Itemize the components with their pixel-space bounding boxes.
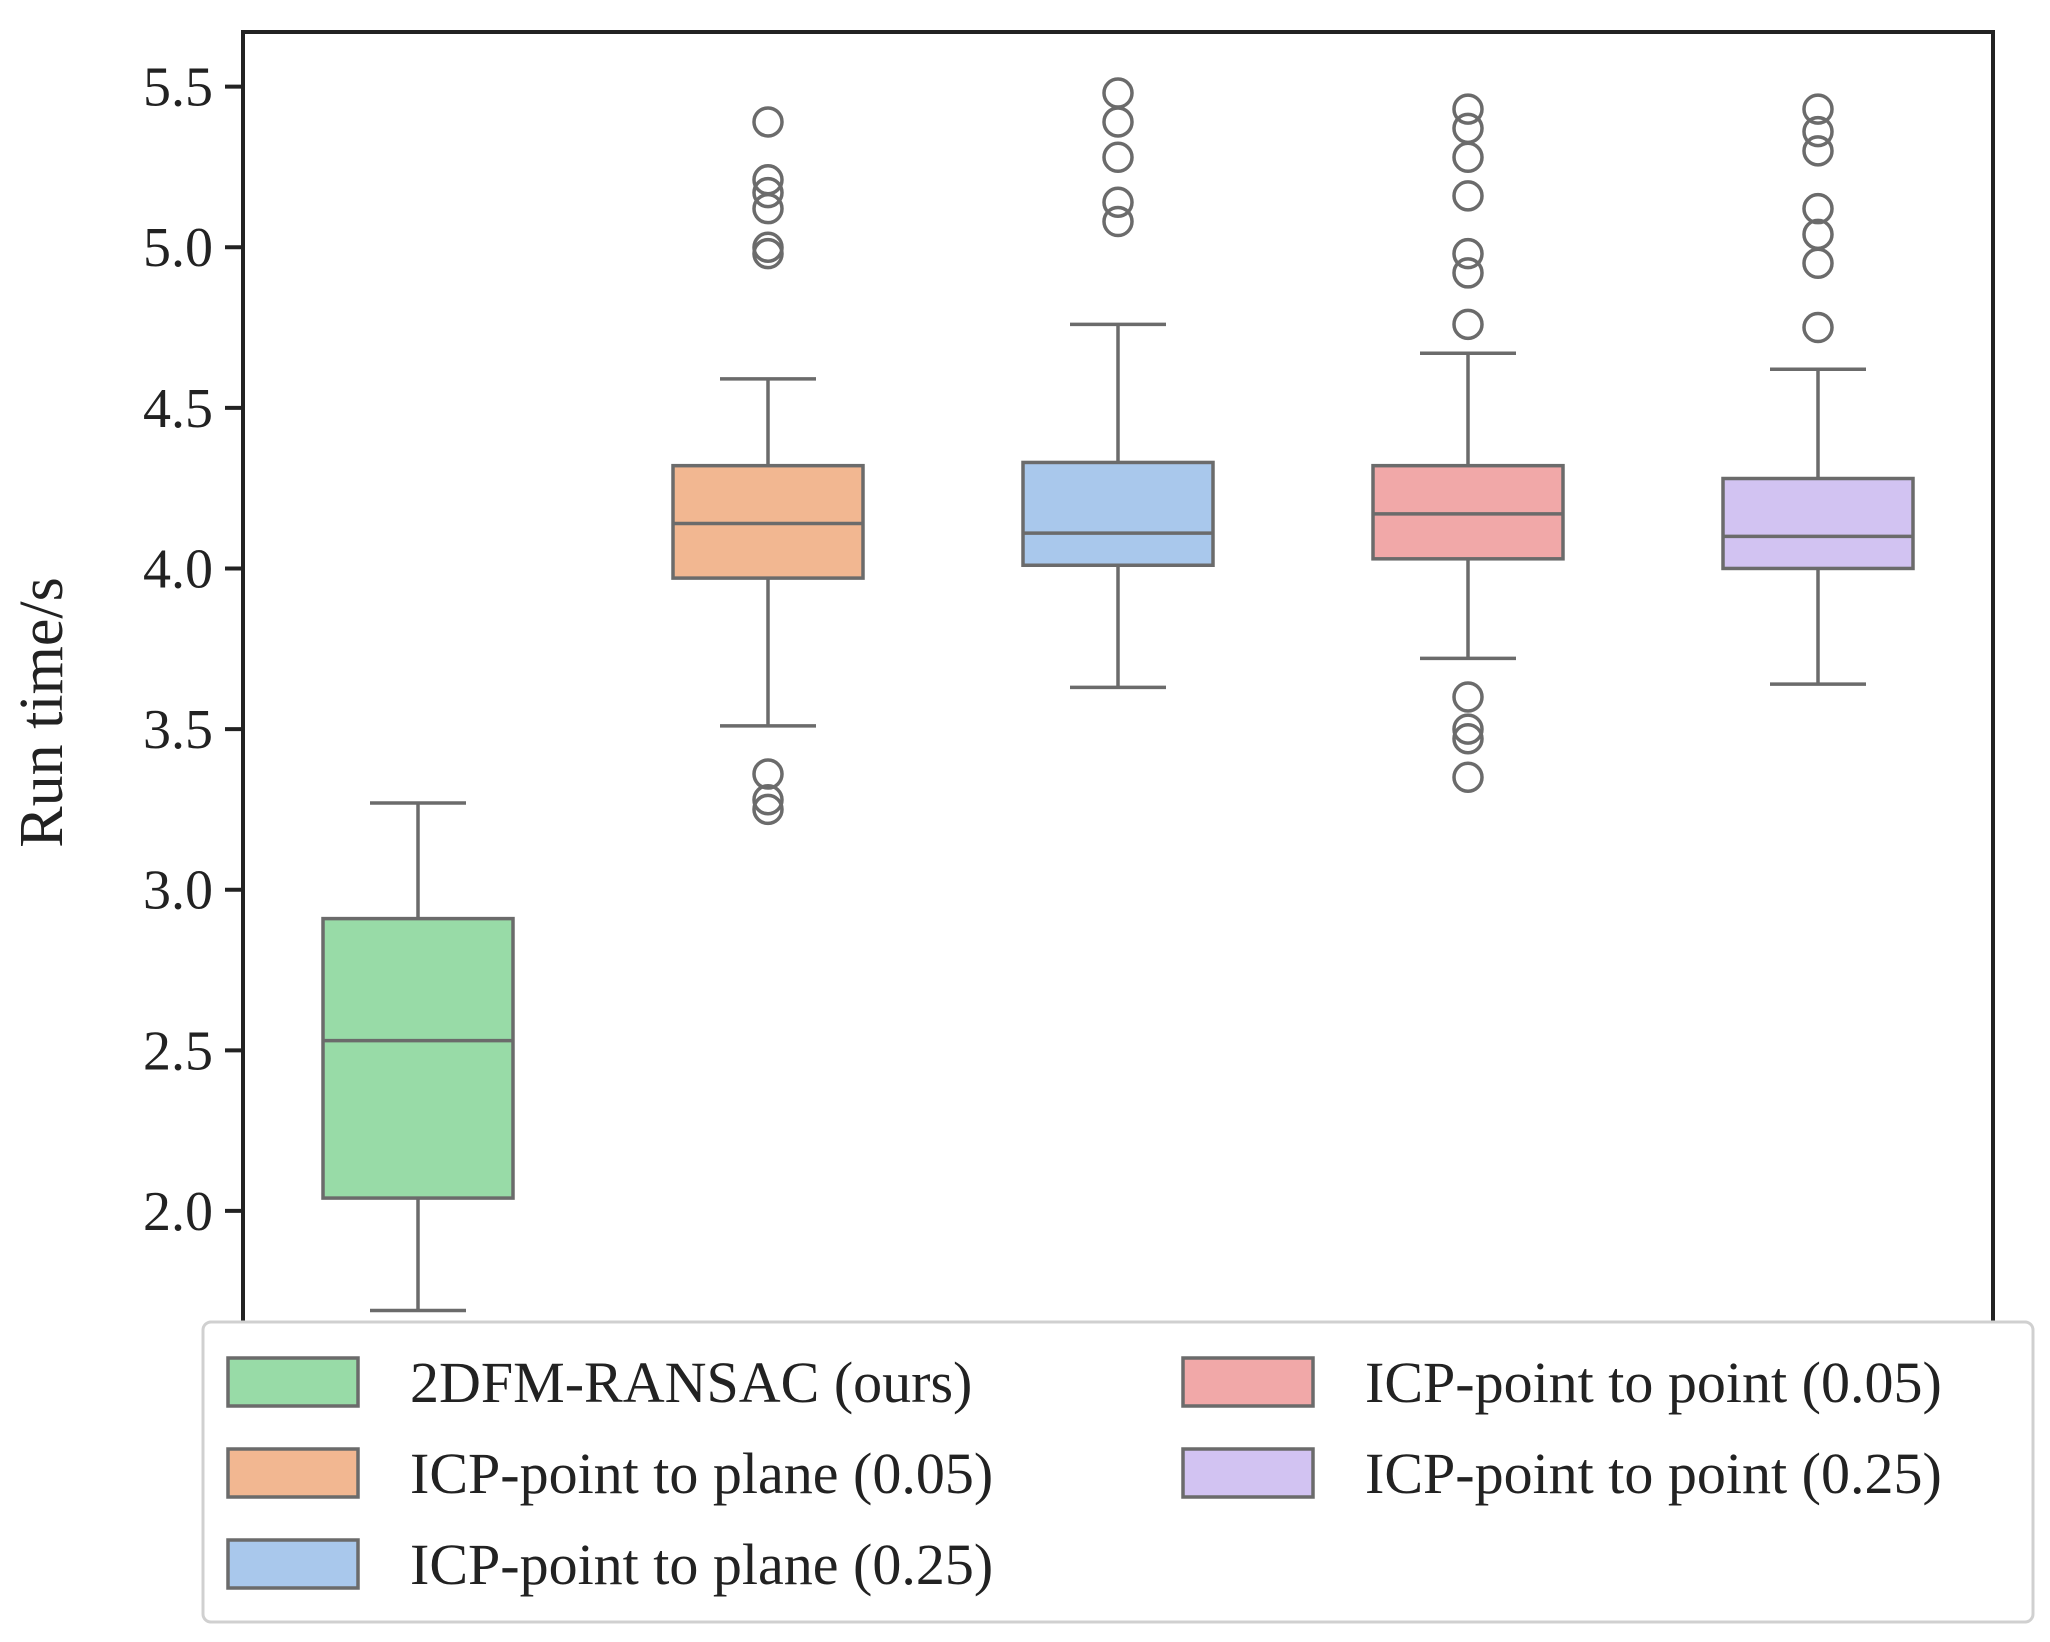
outlier-point <box>1452 722 1484 755</box>
legend-swatch <box>1181 1447 1315 1499</box>
outlier-point <box>752 784 784 816</box>
outlier-point <box>1452 761 1484 794</box>
outlier-point <box>1802 192 1834 225</box>
outlier-point <box>1452 141 1484 174</box>
outlier-point <box>752 192 784 225</box>
box-iqr <box>1721 476 1915 571</box>
outlier-point <box>1452 180 1484 212</box>
box-group <box>321 801 515 1313</box>
legend-label: ICP-point to point (0.25) <box>1365 1441 1942 1506</box>
outlier-point <box>752 237 784 270</box>
legend-label: ICP-point to plane (0.05) <box>410 1441 993 1506</box>
outlier-point <box>752 758 784 790</box>
outlier-point <box>1102 141 1134 174</box>
outlier-point <box>752 793 784 826</box>
outlier-point <box>1452 713 1484 745</box>
y-tick-label: 2.5 <box>143 1020 213 1082</box>
outlier-point <box>1102 106 1134 138</box>
y-tick-label: 3.5 <box>143 699 213 761</box>
legend-label: ICP-point to plane (0.25) <box>410 1532 993 1597</box>
legend-label: ICP-point to point (0.05) <box>1365 1350 1942 1415</box>
legend-swatch <box>226 1538 360 1590</box>
outlier-point <box>1452 681 1484 713</box>
box-group <box>671 106 865 826</box>
box-group <box>1021 77 1215 690</box>
y-tick-label: 4.5 <box>143 378 213 440</box>
outlier-point <box>1802 135 1834 167</box>
box-group <box>1721 93 1915 686</box>
y-tick-label: 3.0 <box>143 860 213 922</box>
outlier-point <box>1802 311 1834 344</box>
outlier-point <box>1102 186 1134 219</box>
box-iqr <box>1021 460 1215 567</box>
box-group <box>1371 93 1565 794</box>
legend: 2DFM-RANSAC (ours) ICP-point to plane (0.… <box>201 1320 2035 1624</box>
legend-swatch <box>226 1356 360 1408</box>
y-axis: 2.0 2.5 3.0 3.5 4.0 4.5 5.0 5.5 <box>143 57 243 1243</box>
legend-swatch <box>1181 1356 1315 1408</box>
y-tick-label: 4.0 <box>143 538 213 600</box>
outlier-point <box>1802 115 1834 148</box>
outlier-point <box>1452 308 1484 341</box>
outlier-point <box>1452 93 1484 125</box>
y-tick-label: 5.0 <box>143 217 213 279</box>
outlier-point <box>752 106 784 138</box>
legend-swatch <box>226 1447 360 1499</box>
legend-frame <box>201 1320 2035 1624</box>
outlier-point <box>1802 247 1834 280</box>
outlier-point <box>1452 237 1484 270</box>
y-axis-label: Run time/s <box>8 577 76 847</box>
outlier-point <box>1452 257 1484 289</box>
outlier-point <box>1102 205 1134 238</box>
legend-label: 2DFM-RANSAC (ours) <box>410 1350 972 1415</box>
box-iqr <box>321 916 515 1200</box>
y-tick-label: 2.0 <box>143 1181 213 1243</box>
y-tick-label: 5.5 <box>143 57 213 119</box>
box-series-group <box>321 77 1915 1313</box>
outlier-point <box>1802 93 1834 125</box>
outlier-point <box>752 176 784 209</box>
